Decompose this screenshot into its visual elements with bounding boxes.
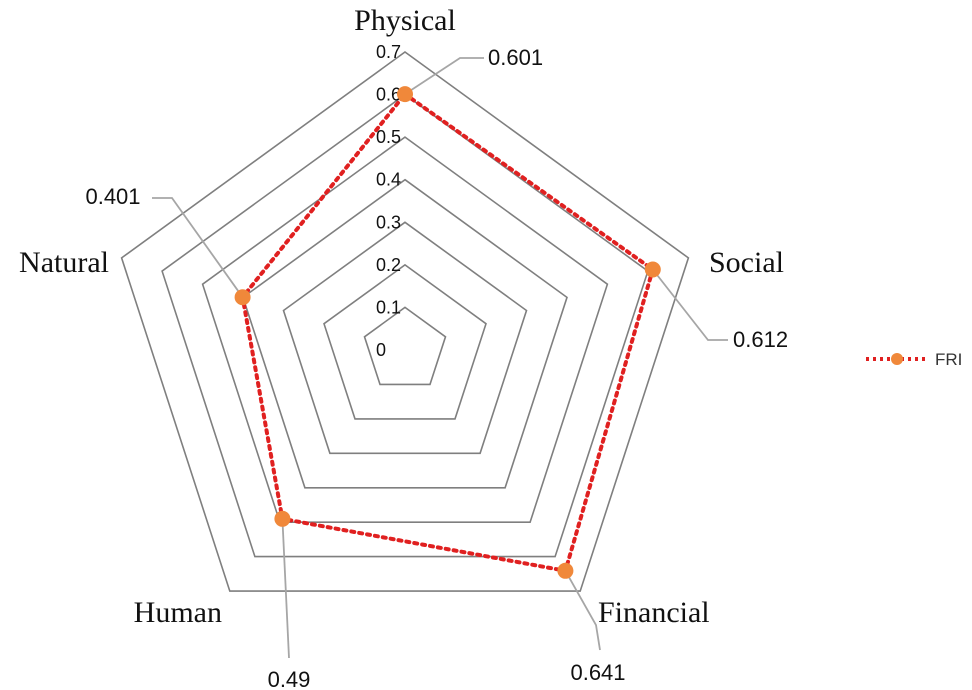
axis-label-human: Human [134, 596, 222, 629]
radial-tick-label: 0.7 [376, 42, 401, 62]
data-label: 0.49 [268, 667, 311, 690]
series-fri [234, 86, 661, 579]
grid-ring [120, 51, 690, 592]
axis-label-natural: Natural [19, 246, 109, 279]
leader-line [281, 518, 290, 659]
legend: FRI [866, 350, 962, 369]
radial-tick-label: 0.4 [376, 170, 401, 190]
data-label: 0.641 [570, 660, 625, 685]
data-label: 0.601 [488, 45, 543, 70]
radial-tick-labels: 0 0.1 0.2 0.3 0.4 0.5 0.6 0.7 [376, 42, 401, 360]
radial-tick-label: 0.5 [376, 127, 401, 147]
grid-ring [282, 221, 528, 455]
data-label: 0.612 [733, 327, 788, 352]
radial-tick-label: 0.3 [376, 212, 401, 232]
data-point [557, 562, 574, 579]
axis-label-social: Social [709, 246, 784, 279]
radial-tick-label: 0.2 [376, 255, 401, 275]
grid-ring [323, 263, 487, 420]
data-point [644, 261, 661, 278]
radial-tick-label: 0 [376, 340, 386, 360]
radar-grid [120, 51, 690, 592]
leader-line [564, 570, 601, 651]
radial-tick-label: 0.6 [376, 85, 401, 105]
axis-label-financial: Financial [598, 596, 710, 629]
data-point [397, 86, 413, 103]
data-point [234, 289, 251, 306]
leader-lines [152, 57, 728, 659]
legend-label-fri: FRI [935, 350, 962, 369]
leader-line [652, 268, 728, 341]
legend-marker [891, 353, 903, 365]
leader-line [152, 197, 244, 298]
data-labels: 0.601 0.612 0.641 0.49 0.401 [85, 45, 788, 690]
grid-ring [242, 178, 568, 489]
grid-ring [363, 306, 447, 386]
axis-labels: Physical Social Financial Human Natural [19, 4, 784, 629]
radial-tick-label: 0.1 [376, 297, 401, 317]
axis-label-physical: Physical [354, 4, 456, 37]
leader-line [404, 57, 484, 95]
grid-ring [201, 136, 609, 524]
data-point [274, 510, 291, 527]
data-label: 0.401 [85, 184, 140, 209]
series-line-fri [240, 91, 656, 574]
